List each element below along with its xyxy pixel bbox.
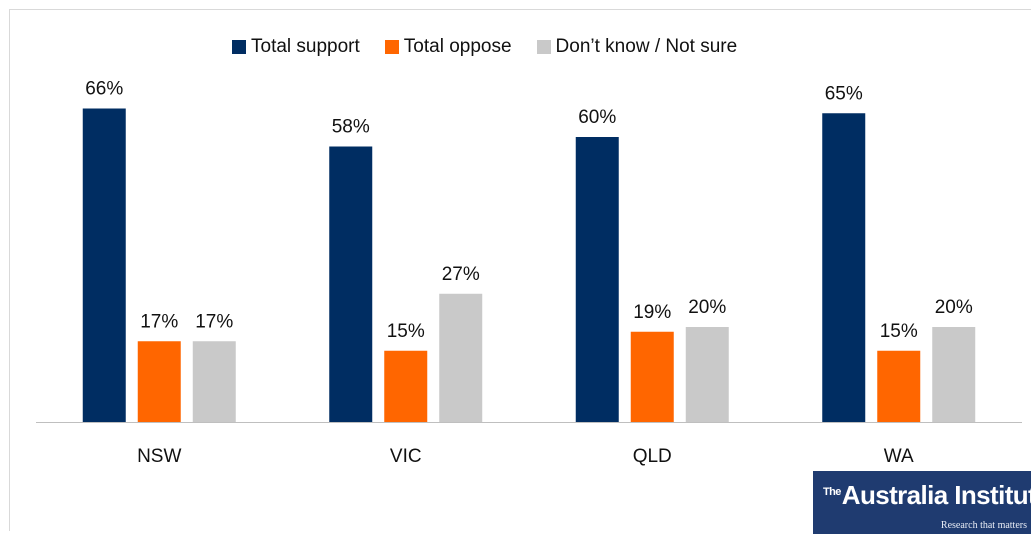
logo-name: Australia Institute bbox=[841, 480, 1031, 510]
bar-vic-total-support bbox=[329, 146, 373, 422]
legend-label-total-oppose: Total oppose bbox=[403, 36, 512, 57]
logo-prefix: The bbox=[823, 486, 841, 498]
bar-wa-don-t-know-not-sure bbox=[932, 327, 976, 422]
data-label-qld-total-oppose: 19% bbox=[633, 302, 671, 323]
australia-institute-logo: TheAustralia Institute Research that mat… bbox=[813, 471, 1031, 534]
legend-swatch-dont-know bbox=[536, 40, 551, 54]
data-label-vic-don-t-know-not-sure: 27% bbox=[442, 264, 480, 285]
chart-legend: Total support Total oppose Don’t know / … bbox=[232, 35, 737, 59]
bar-qld-total-oppose bbox=[630, 331, 674, 422]
bar-vic-total-oppose bbox=[384, 350, 428, 422]
data-label-wa-total-support: 65% bbox=[825, 83, 863, 104]
bar-nsw-total-support bbox=[82, 108, 126, 422]
legend-label-total-support: Total support bbox=[251, 36, 360, 57]
legend-item-total-support: Total support bbox=[232, 36, 360, 58]
data-label-qld-don-t-know-not-sure: 20% bbox=[688, 297, 726, 318]
legend-label-dont-know: Don’t know / Not sure bbox=[555, 36, 738, 57]
bar-wa-total-oppose bbox=[877, 350, 921, 422]
legend-swatch-total-support bbox=[232, 40, 246, 54]
bar-nsw-total-oppose bbox=[137, 341, 181, 422]
data-label-nsw-don-t-know-not-sure: 17% bbox=[195, 311, 233, 332]
x-tick-label-qld: QLD bbox=[633, 446, 672, 467]
data-label-nsw-total-oppose: 17% bbox=[140, 311, 178, 332]
bar-qld-don-t-know-not-sure bbox=[685, 327, 729, 422]
legend-item-total-oppose: Total oppose bbox=[384, 36, 512, 58]
bar-vic-don-t-know-not-sure bbox=[439, 293, 483, 422]
x-tick-label-nsw: NSW bbox=[137, 446, 181, 467]
bar-qld-total-support bbox=[575, 137, 619, 422]
bar-wa-total-support bbox=[822, 113, 866, 422]
data-label-wa-don-t-know-not-sure: 20% bbox=[935, 297, 973, 318]
data-label-nsw-total-support: 66% bbox=[85, 79, 123, 100]
bar-nsw-don-t-know-not-sure bbox=[192, 341, 236, 422]
logo-wordmark: TheAustralia Institute bbox=[823, 480, 1031, 511]
legend-item-dont-know: Don’t know / Not sure bbox=[536, 36, 738, 58]
legend-swatch-total-oppose bbox=[384, 40, 399, 54]
chart-frame bbox=[9, 9, 1031, 531]
data-label-vic-total-support: 58% bbox=[332, 117, 370, 138]
x-tick-label-wa: WA bbox=[884, 446, 914, 467]
logo-tagline: Research that matters bbox=[940, 520, 1027, 531]
data-label-qld-total-support: 60% bbox=[578, 107, 616, 128]
x-tick-label-vic: VIC bbox=[390, 446, 422, 467]
data-label-vic-total-oppose: 15% bbox=[387, 321, 425, 342]
data-label-wa-total-oppose: 15% bbox=[880, 321, 918, 342]
